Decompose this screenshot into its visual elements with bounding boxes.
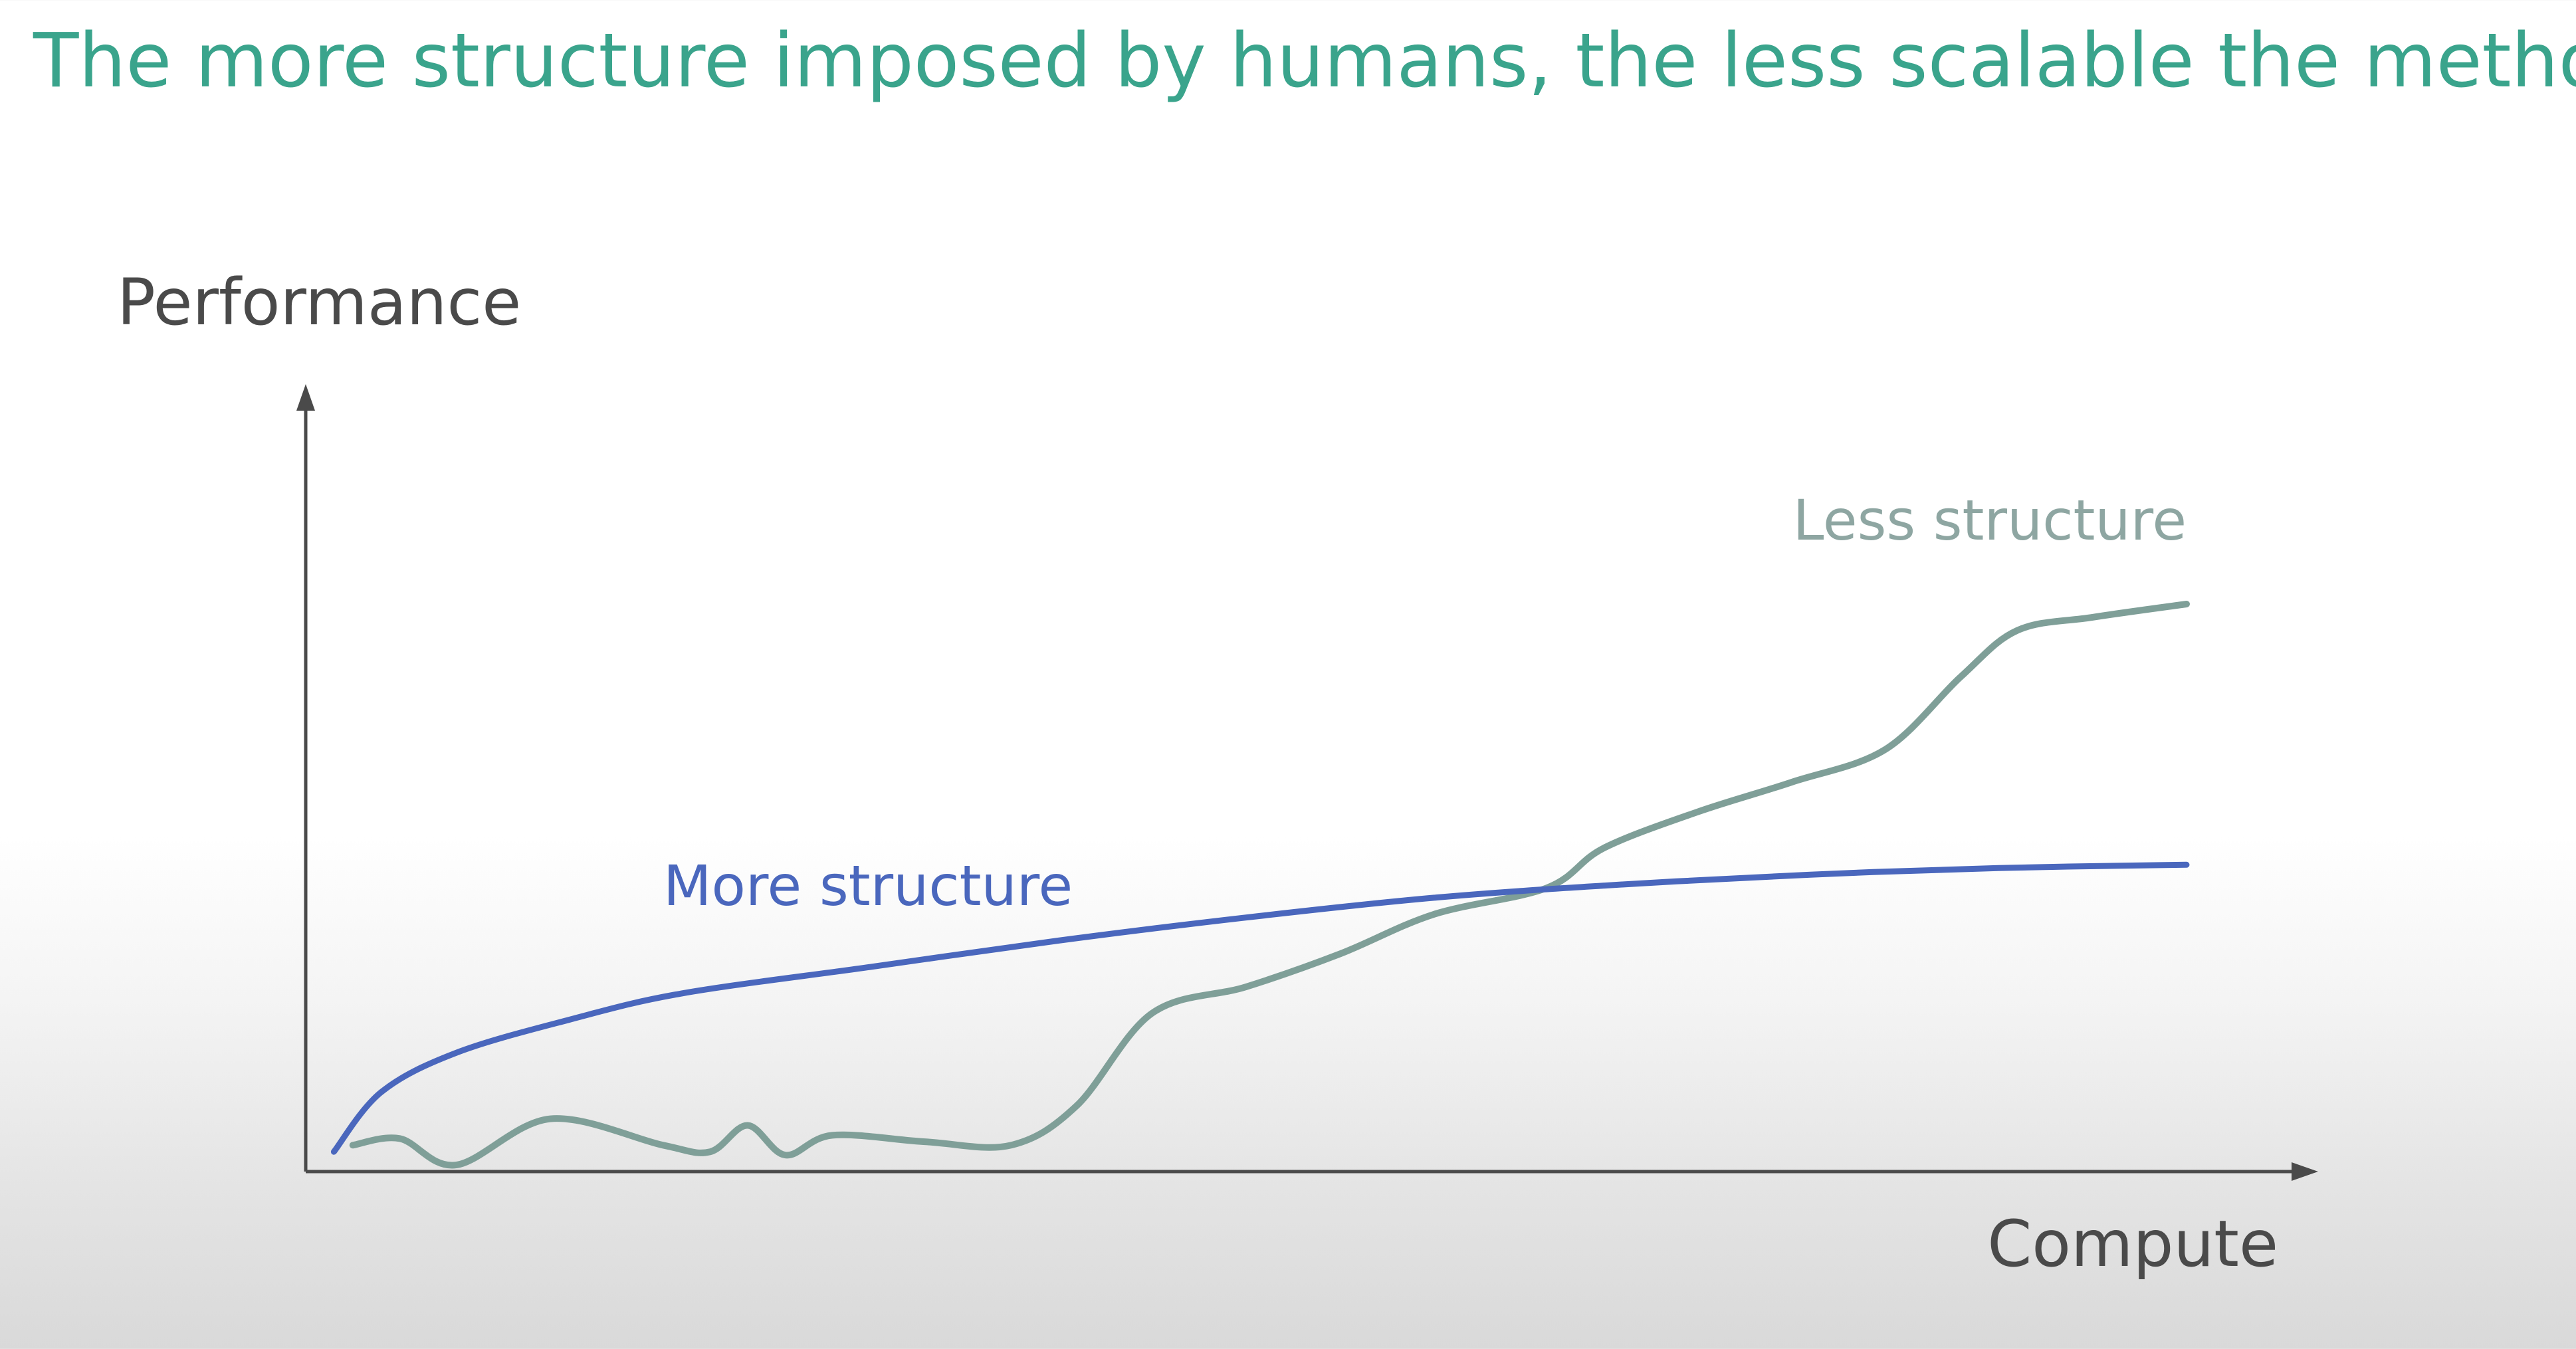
x-axis-label: Compute [1987, 1207, 2278, 1281]
y-axis-arrow-icon [296, 384, 315, 411]
more-structure-line [330, 861, 2190, 1155]
x-axis-arrow-icon [2292, 1162, 2318, 1181]
series-label-less-structure: Less structure [1793, 488, 2187, 553]
y-axis-label: Performance [117, 265, 521, 340]
less-structure-line [349, 601, 2190, 1169]
y-axis: Performance [117, 265, 521, 1172]
x-axis: Compute [306, 1162, 2318, 1281]
series-label-more-structure: More structure [663, 853, 1073, 918]
series-layer: More structure Less structure [330, 488, 2190, 1169]
slide-title: The more structure imposed by humans, th… [33, 18, 2576, 104]
